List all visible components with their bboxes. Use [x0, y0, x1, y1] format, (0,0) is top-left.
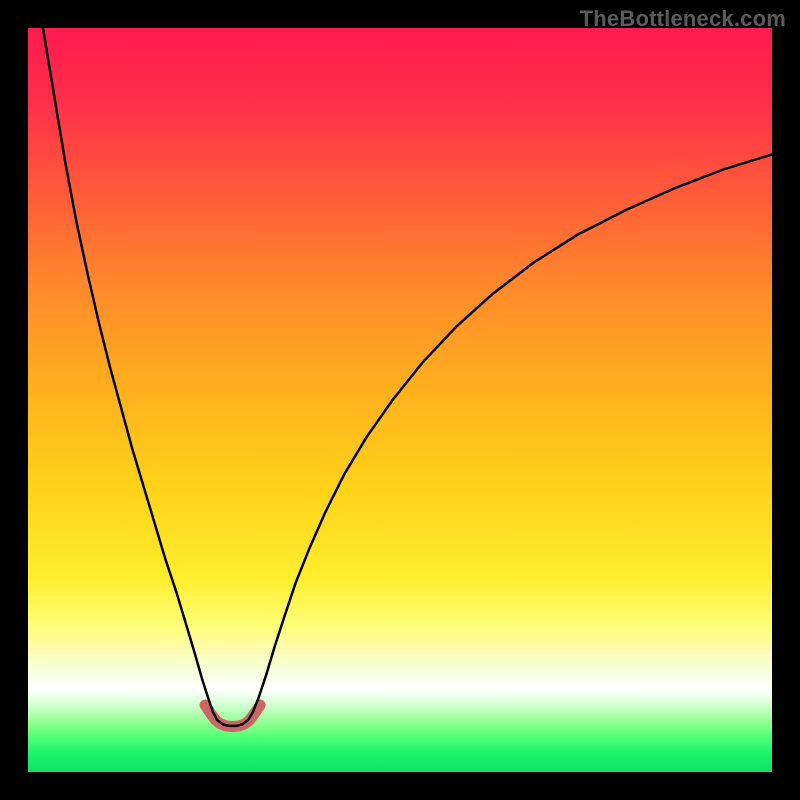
plot-area	[28, 28, 772, 772]
chart-frame: TheBottleneck.com	[0, 0, 800, 800]
watermark-text: TheBottleneck.com	[580, 6, 786, 32]
gradient-background	[28, 28, 772, 772]
chart-svg	[28, 28, 772, 772]
